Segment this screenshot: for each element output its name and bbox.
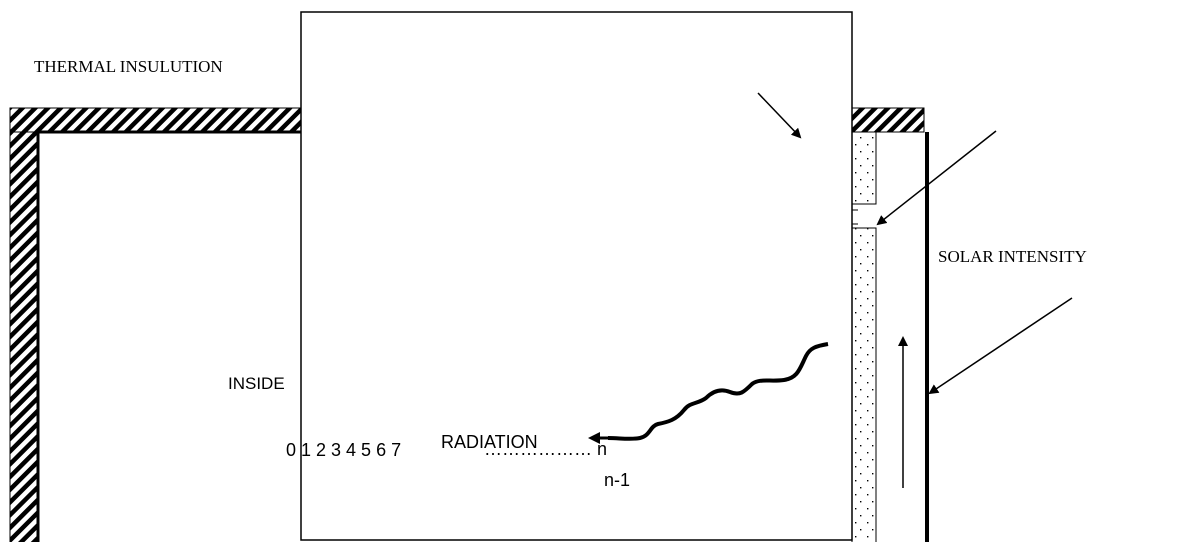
left-wall-insulation	[9, 130, 302, 542]
node-n-minus-1-label: n-1	[604, 470, 630, 490]
glazing-line	[876, 131, 929, 542]
node-numbers-label: 0 1 2 3 4 5 6 7	[286, 440, 401, 460]
radiation-wave-arrow	[588, 342, 829, 444]
node-dots-label: ……………… n	[484, 439, 607, 459]
storage-wall-lower	[851, 227, 877, 542]
overlay-box	[300, 11, 853, 541]
roof-insulation-left	[9, 107, 303, 133]
roof-insulation-right	[851, 107, 925, 133]
vent-pointer-arrow	[876, 130, 997, 226]
vent-gap	[852, 209, 858, 225]
inside-label: INSIDE	[228, 374, 285, 393]
solar-intensity-label: SOLAR INTENSITY	[938, 247, 1087, 266]
storage-wall-upper	[851, 131, 877, 205]
inside-label-clip: INSIDE	[228, 374, 285, 393]
insulation-pointer-arrow	[757, 92, 802, 139]
radiation-label: RADIATION	[441, 432, 538, 452]
glazing-pointer-arrow	[928, 297, 1073, 395]
thermal-insulation-label: THERMAL INSULUTION	[34, 57, 223, 76]
